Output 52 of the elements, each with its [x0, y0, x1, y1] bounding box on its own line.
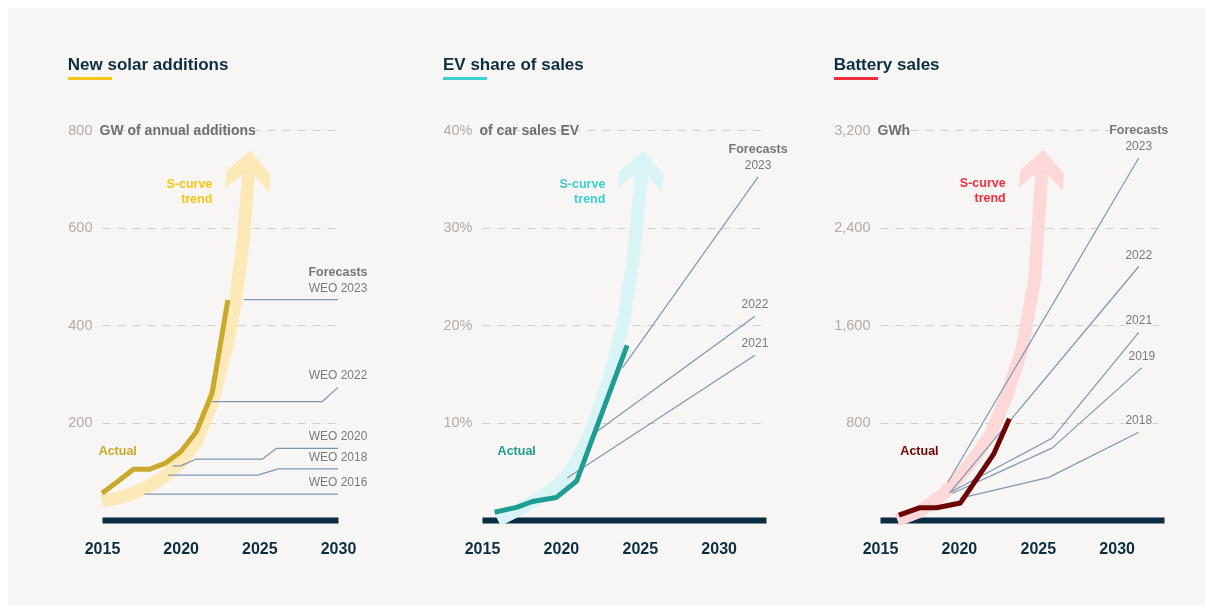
series-label: Actual [98, 444, 137, 458]
y-axis-title: GW of annual additions [99, 121, 257, 138]
y-tick-label: 400 [68, 316, 93, 333]
series-label: WEO 2023 [308, 280, 368, 295]
y-tick-label: 3,200 [834, 121, 871, 138]
series-label: WEO 2018 [308, 449, 368, 464]
y-tick-label: 800 [846, 414, 871, 430]
text: S-curve trend [959, 176, 1006, 206]
series-label: 2023 [744, 157, 772, 172]
y-tick-label: 10% [443, 414, 473, 430]
series-label: WEO 2022 [308, 368, 368, 383]
annotation: Forecasts [728, 141, 788, 156]
series-label: 2021 [741, 336, 769, 351]
series-label: WEO 2016 [308, 475, 368, 490]
y-tick-label: 2,400 [834, 219, 871, 235]
series-label: 2022 [1125, 247, 1153, 262]
x-tick-label: 2030 [320, 539, 357, 557]
y-tick-label: 600 [68, 219, 93, 235]
chart-title: New solar additions [67, 55, 229, 74]
series-label: 2022 [741, 297, 769, 312]
x-tick-label: 2020 [941, 539, 978, 557]
annotation: Forecasts [308, 264, 368, 279]
y-tick-label: 40% [443, 121, 473, 138]
y-tick-label: 20% [443, 316, 473, 333]
x-tick-label: 2020 [543, 539, 580, 557]
x-tick-label: 2030 [1099, 539, 1136, 557]
text: Actual [900, 444, 939, 458]
series-label: 2021 [1125, 313, 1153, 328]
y-tick-label: 200 [68, 414, 93, 430]
x-tick-label: 2025 [242, 539, 278, 557]
text: S-curve trend [166, 176, 213, 206]
series-label: 2019 [1128, 348, 1156, 363]
y-tick-label: 800 [68, 121, 93, 138]
series-label: WEO 2020 [308, 429, 368, 444]
y-tick-label: 1,600 [834, 316, 871, 333]
series-label: 2023 [1125, 139, 1153, 154]
x-tick-label: 2015 [464, 539, 501, 557]
chart-title: EV share of sales [442, 55, 584, 74]
x-tick-label: 2015 [84, 539, 121, 557]
y-axis-title: GWh [877, 121, 911, 138]
chart-title: Battery sales [833, 55, 940, 74]
x-tick-label: 2025 [622, 539, 659, 557]
x-tick-label: 2020 [163, 539, 200, 557]
y-axis-title: of car sales EV [479, 121, 580, 138]
x-tick-label: 2030 [701, 539, 738, 557]
y-tick-label: 30% [443, 219, 473, 235]
annotation: Forecasts [1109, 123, 1169, 138]
series-label: 2018 [1125, 413, 1153, 428]
text: Actual [497, 444, 536, 458]
x-tick-label: 2015 [862, 539, 899, 557]
x-tick-label: 2025 [1020, 539, 1057, 557]
text: S-curve trend [559, 176, 606, 206]
